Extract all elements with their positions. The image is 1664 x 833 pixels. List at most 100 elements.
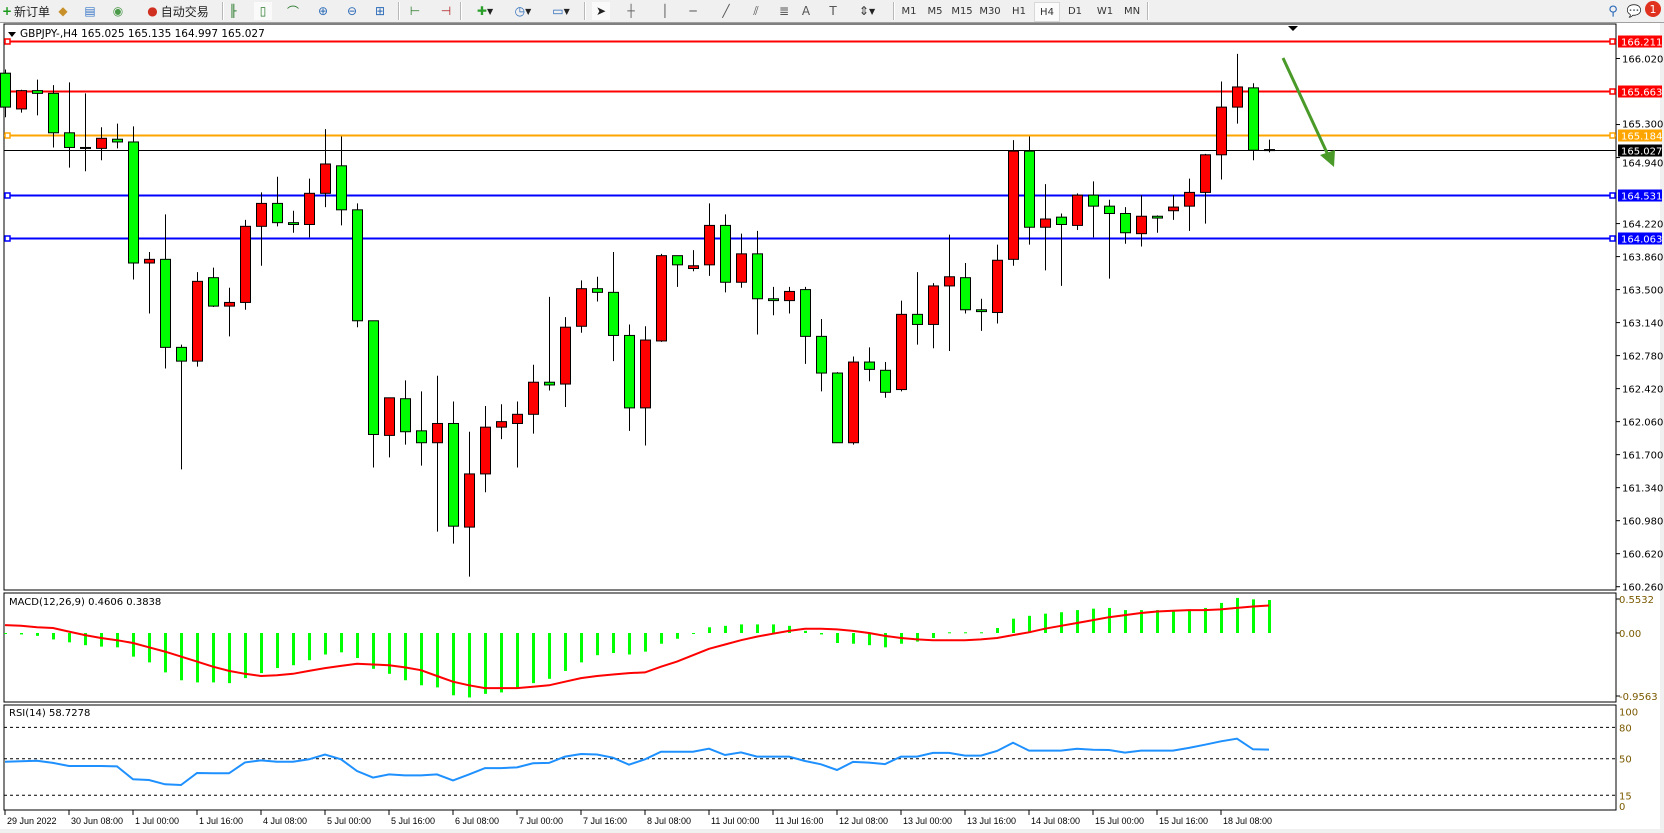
- candle[interactable]: [1200, 153, 1211, 224]
- timeframe-m5[interactable]: M5: [927, 5, 943, 17]
- candle[interactable]: [400, 380, 411, 445]
- equidistant-channel-button[interactable]: ⫽: [747, 2, 765, 20]
- candle[interactable]: [896, 300, 907, 392]
- cursor-button[interactable]: ➤: [592, 2, 610, 20]
- candle[interactable]: [464, 431, 475, 577]
- candle[interactable]: [304, 178, 315, 238]
- timeframe-w1[interactable]: W1: [1096, 5, 1114, 17]
- zoom-in-button[interactable]: ⊕: [314, 2, 332, 20]
- candle[interactable]: [192, 272, 203, 367]
- auto-scroll-button[interactable]: ⊣: [437, 2, 455, 20]
- candle[interactable]: [336, 136, 347, 226]
- signals-button[interactable]: ◉: [108, 2, 128, 20]
- line-handle[interactable]: [4, 192, 11, 199]
- candle[interactable]: [0, 69, 11, 118]
- chart-shift-button[interactable]: ⊢: [406, 2, 424, 20]
- vertical-line-button[interactable]: │: [656, 2, 674, 20]
- notifications-button[interactable]: 💬: [1625, 2, 1643, 20]
- candle[interactable]: [144, 252, 155, 314]
- candle[interactable]: [176, 344, 187, 470]
- candle[interactable]: [288, 210, 299, 233]
- candle[interactable]: [160, 214, 171, 369]
- candle[interactable]: [480, 406, 491, 493]
- candle[interactable]: [608, 252, 619, 362]
- candle[interactable]: [832, 372, 843, 444]
- candle[interactable]: [32, 79, 43, 116]
- timeframe-m30[interactable]: M30: [979, 5, 1001, 17]
- candle[interactable]: [800, 286, 811, 364]
- candle[interactable]: [768, 286, 779, 316]
- candle[interactable]: [208, 267, 219, 308]
- candle[interactable]: [928, 283, 939, 349]
- candle[interactable]: [912, 272, 923, 345]
- indicators-dropdown[interactable]: ✚ ▼: [468, 2, 502, 20]
- candle[interactable]: [848, 356, 859, 445]
- candle[interactable]: [16, 89, 27, 113]
- candle[interactable]: [1024, 136, 1035, 245]
- trendline-button[interactable]: ╱: [717, 2, 735, 20]
- candle[interactable]: [1184, 178, 1195, 231]
- line-handle[interactable]: [1609, 88, 1616, 95]
- line-handle[interactable]: [1609, 235, 1616, 242]
- candle[interactable]: [1072, 193, 1083, 230]
- candle[interactable]: [1168, 195, 1179, 220]
- chart-shift-marker[interactable]: [1288, 26, 1298, 31]
- candle[interactable]: [720, 214, 731, 293]
- candle[interactable]: [256, 192, 267, 266]
- candle[interactable]: [112, 123, 123, 149]
- candle[interactable]: [1120, 207, 1131, 244]
- candle[interactable]: [576, 280, 587, 333]
- candle[interactable]: [1216, 81, 1227, 180]
- candle[interactable]: [496, 404, 507, 440]
- candle[interactable]: [80, 93, 91, 172]
- timeframe-h4[interactable]: H4: [1034, 2, 1060, 22]
- candle[interactable]: [960, 263, 971, 314]
- candle[interactable]: [96, 127, 107, 161]
- candle[interactable]: [704, 203, 715, 276]
- candle[interactable]: [976, 298, 987, 331]
- candle[interactable]: [544, 296, 555, 391]
- line-handle[interactable]: [1609, 132, 1616, 139]
- candle[interactable]: [272, 176, 283, 227]
- tile-windows-button[interactable]: ⊞: [371, 2, 389, 20]
- candle[interactable]: [64, 82, 75, 168]
- candle[interactable]: [1040, 184, 1051, 271]
- candle[interactable]: [320, 129, 331, 208]
- line-handle[interactable]: [4, 132, 11, 139]
- candle[interactable]: [1152, 215, 1163, 233]
- candle[interactable]: [1088, 181, 1099, 238]
- templates-dropdown[interactable]: ▭ ▼: [544, 2, 578, 20]
- text-label-button[interactable]: T: [824, 2, 842, 20]
- market-watch-button[interactable]: ◆: [53, 2, 73, 20]
- navigator-button[interactable]: ▤: [80, 2, 100, 20]
- candle[interactable]: [448, 401, 459, 544]
- candle[interactable]: [592, 276, 603, 302]
- candle[interactable]: [864, 347, 875, 382]
- candle[interactable]: [528, 364, 539, 434]
- zoom-out-button[interactable]: ⊖: [343, 2, 361, 20]
- candle[interactable]: [432, 375, 443, 532]
- trend-arrow[interactable]: [1281, 57, 1335, 167]
- line-handle[interactable]: [4, 235, 11, 242]
- candle[interactable]: [880, 362, 891, 398]
- candle[interactable]: [384, 397, 395, 458]
- candle[interactable]: [1248, 83, 1259, 161]
- candle[interactable]: [240, 219, 251, 310]
- candle[interactable]: [1136, 195, 1147, 247]
- candle[interactable]: [1264, 139, 1275, 153]
- timeframe-m15[interactable]: M15: [951, 5, 973, 17]
- chart-menu-triangle-icon[interactable]: [8, 32, 16, 37]
- crosshair-button[interactable]: ┼: [622, 2, 640, 20]
- auto-trading-button[interactable]: ● 自动交易: [137, 2, 219, 20]
- candle[interactable]: [672, 255, 683, 287]
- candle[interactable]: [736, 233, 747, 288]
- line-chart-button[interactable]: ⌒: [284, 2, 302, 20]
- candle[interactable]: [560, 317, 571, 407]
- fibonacci-button[interactable]: ≣: [775, 2, 793, 20]
- candle[interactable]: [224, 287, 235, 337]
- candle[interactable]: [944, 234, 955, 352]
- timeframe-d1[interactable]: D1: [1067, 5, 1083, 17]
- candle[interactable]: [688, 250, 699, 272]
- candle[interactable]: [352, 203, 363, 328]
